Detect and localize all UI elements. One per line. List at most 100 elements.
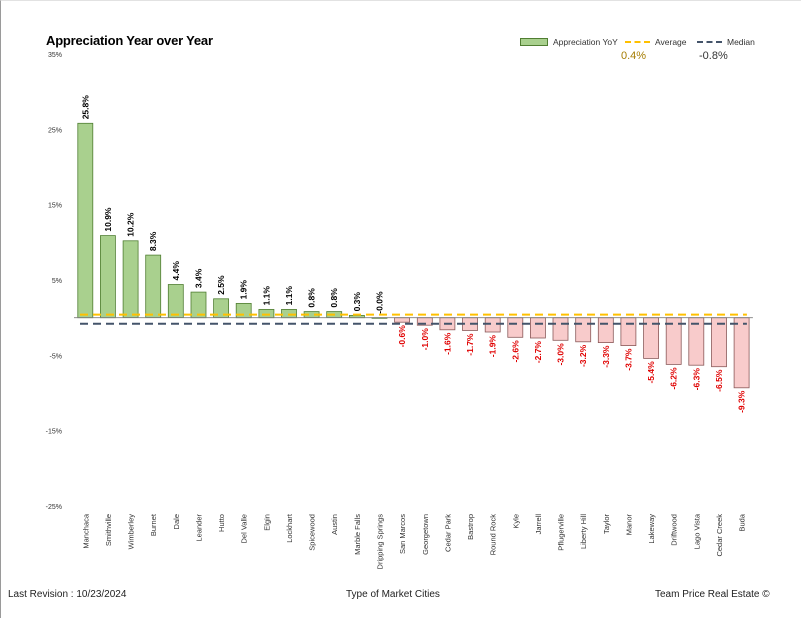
data-label: 10.9% (103, 207, 113, 232)
data-label: -2.7% (533, 341, 543, 364)
bar (597, 317, 614, 344)
bar (145, 254, 162, 319)
x-tick-label: Del Valle (240, 514, 249, 543)
bar (507, 317, 524, 338)
data-label: -6.5% (714, 369, 724, 392)
data-label: 1.1% (261, 286, 271, 306)
x-tick-label: Driftwood (670, 514, 679, 546)
data-label: -6.3% (691, 368, 701, 391)
legend-swatch-appreciation (520, 38, 548, 46)
data-label: 0.3% (352, 292, 362, 312)
data-label: 2.5% (216, 275, 226, 295)
x-tick-label: Spicewood (308, 514, 317, 551)
data-label: -9.3% (737, 390, 747, 413)
y-tick-label: -5% (50, 353, 62, 360)
legend-item-average: Average (625, 37, 687, 47)
bar (100, 235, 116, 319)
x-tick-label: Cedar Creek (715, 514, 724, 557)
bar (484, 317, 501, 333)
legend-item-median: Median (697, 37, 755, 47)
legend-swatch-median (697, 41, 722, 43)
data-label: -3.3% (601, 345, 611, 368)
data-label: 1.9% (239, 280, 249, 300)
footer-center: Type of Market Cities (346, 589, 440, 600)
x-tick-label: Georgetown (421, 514, 430, 555)
x-tick-label: Lakeway (647, 514, 656, 544)
legend-label-median: Median (727, 37, 755, 47)
x-tick-label: Manor (624, 514, 633, 536)
data-label: -3.0% (556, 343, 566, 366)
data-label: -1.9% (488, 335, 498, 358)
y-tick-label: 35% (48, 52, 62, 59)
data-label: 25.8% (80, 95, 90, 120)
data-label: 0.8% (307, 288, 317, 308)
data-label: 0.8% (329, 288, 339, 308)
bar (167, 284, 184, 318)
x-tick-label: Bastrop (466, 514, 475, 540)
data-label: -3.7% (623, 348, 633, 371)
data-label: 1.1% (284, 286, 294, 306)
bar (665, 317, 682, 365)
y-tick-label: 15% (48, 203, 62, 210)
bar (733, 317, 750, 389)
x-tick-label: Lago Vista (692, 513, 701, 549)
x-tick-label: Cedar Park (443, 514, 452, 552)
x-tick-label: Smithville (104, 514, 113, 546)
x-tick-label: Burnet (149, 513, 158, 536)
x-tick-label: Leander (195, 514, 204, 542)
chart-title: Appreciation Year over Year (46, 33, 213, 48)
data-label: -5.4% (646, 361, 656, 384)
x-tick-label: Taylor (602, 514, 611, 535)
x-tick-label: Lockhart (285, 513, 294, 543)
x-tick-label: Pflugerville (557, 514, 566, 551)
footer-credit: Team Price Real Estate © (655, 589, 770, 600)
data-label: 8.3% (148, 231, 158, 251)
legend-label-appreciation: Appreciation YoY (553, 37, 618, 47)
x-tick-label: Liberty Hill (579, 514, 588, 549)
x-tick-label: San Marcos (398, 514, 407, 554)
legend-label-average: Average (655, 37, 687, 47)
footer-revision: Last Revision : 10/23/2024 (8, 589, 127, 600)
x-tick-label: Kyle (511, 514, 520, 529)
bar (552, 317, 569, 341)
bar (688, 317, 705, 366)
median-value: -0.8% (699, 50, 728, 62)
data-label: -0.0% (375, 291, 385, 314)
x-tick-label: Buda (738, 513, 747, 531)
y-tick-label: -25% (46, 504, 62, 511)
data-label: -1.7% (465, 333, 475, 356)
y-tick-label: 5% (52, 278, 62, 285)
x-tick-label: Round Rock (489, 514, 498, 556)
y-tick-label: 25% (48, 127, 62, 134)
x-tick-label: Dripping Springs (376, 514, 385, 570)
data-label: 3.4% (194, 268, 204, 288)
bar (620, 317, 637, 347)
average-value: 0.4% (621, 50, 647, 62)
bar (711, 317, 727, 368)
x-tick-label: Hutto (217, 514, 226, 532)
bar (77, 122, 94, 319)
data-label: -1.6% (442, 332, 452, 355)
x-tick-label: Dale (172, 514, 181, 529)
data-label: -1.0% (420, 328, 430, 351)
data-label: -2.6% (510, 340, 520, 363)
bar (394, 317, 411, 323)
x-tick-label: Manchaca (81, 513, 90, 548)
data-label: 10.2% (126, 212, 136, 237)
data-label: -3.2% (578, 344, 588, 367)
data-label: -0.6% (397, 325, 407, 348)
bar (122, 240, 139, 319)
y-tick-label: -15% (46, 429, 62, 436)
x-tick-label: Wimberley (127, 514, 136, 550)
legend-swatch-average (625, 41, 650, 43)
x-tick-label: Elgin (262, 514, 271, 531)
bar (575, 317, 592, 343)
x-tick-label: Marble Falls (353, 514, 362, 555)
legend-item-appreciation: Appreciation YoY (520, 37, 618, 47)
bar (530, 317, 546, 339)
bar (258, 308, 275, 319)
data-label: 4.4% (171, 261, 181, 281)
x-tick-label: Austin (330, 514, 339, 535)
